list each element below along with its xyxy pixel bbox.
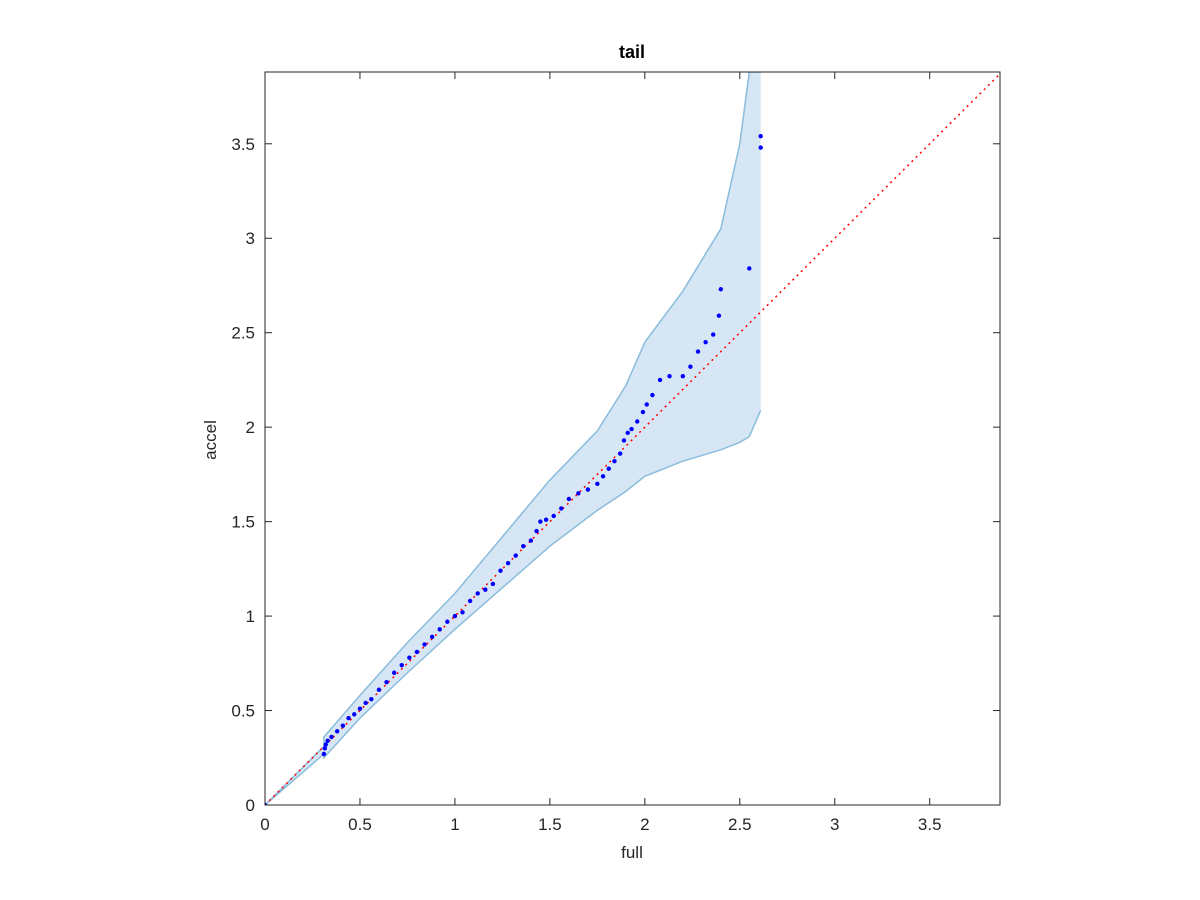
data-point [352,712,357,717]
y-tick-label: 0.5 [231,702,255,721]
band-edge-lower [265,409,762,805]
data-point [640,409,646,415]
data-point [321,751,327,757]
data-point [265,802,268,805]
data-point [391,670,397,675]
y-tick-label: 3.5 [231,135,255,154]
data-point [369,697,374,702]
data-point [334,729,340,734]
data-point [625,430,630,436]
data-point [644,402,649,407]
y-tick-label: 1 [246,607,255,626]
x-axis-label: full [621,843,643,862]
data-point [688,364,693,369]
data-point [680,373,686,379]
x-tick-label: 0 [260,815,269,834]
data-point [505,560,511,566]
y-tick-label: 2.5 [231,324,255,343]
data-point [414,649,420,655]
data-point [340,723,346,728]
data-point [490,581,496,587]
data-point [758,145,763,150]
data-point [543,517,549,522]
y-tick-label: 0 [246,796,255,815]
data-point [551,513,556,519]
data-point [657,377,663,383]
x-tick-label: 0.5 [348,815,372,834]
data-point [346,715,351,721]
y-tick-label: 3 [246,229,255,248]
data-point [667,373,672,379]
x-tick-label: 2.5 [728,815,752,834]
data-point [467,598,473,604]
data-point [460,610,465,615]
data-point [617,451,623,456]
data-point [711,332,716,337]
data-point [325,738,330,743]
data-point [703,339,708,345]
data-point [437,627,442,632]
data-point [716,313,722,318]
chart-title: tail [619,42,645,62]
data-point [621,438,627,443]
data-point [363,700,368,706]
plot-area [265,72,1000,805]
data-point [650,392,655,398]
data-point [322,746,328,751]
data-point [585,487,591,492]
data-point [357,706,363,711]
data-point [606,466,611,471]
data-point [695,349,701,354]
data-point [718,287,724,292]
data-point [534,528,539,534]
data-point [475,591,480,596]
axes-box [264,71,1001,806]
data-point [513,553,518,558]
data-point [483,587,488,592]
x-tick-label: 1 [450,815,459,834]
data-point [521,543,526,549]
data-point [323,742,328,747]
data-point [600,474,606,479]
data-point [429,634,435,640]
x-tick-label: 1.5 [538,815,562,834]
data-point [445,619,450,624]
data-point [407,655,412,660]
data-point [635,419,640,424]
data-point [538,519,543,524]
data-point [399,663,404,668]
data-point [758,134,763,139]
data-point [384,680,389,685]
data-point [422,642,427,647]
data-point [612,458,617,464]
y-axis-label: accel [201,420,220,460]
data-point [595,481,600,487]
band-edge-upper [265,72,761,805]
data-point [376,687,382,692]
data-point [559,506,564,511]
data-point [329,734,334,740]
data-point [528,538,534,543]
x-tick-label: 2 [640,815,649,834]
x-tick-label: 3 [830,815,839,834]
data-point [498,568,503,573]
data-point [452,613,458,619]
y-tick-label: 1.5 [231,513,255,532]
y-tick-label: 2 [246,418,255,437]
x-tick-label: 3.5 [918,815,942,834]
data-point [747,266,752,271]
confidence-band [265,72,761,805]
data-point [566,496,572,502]
data-point [629,426,634,432]
data-point [576,491,581,496]
